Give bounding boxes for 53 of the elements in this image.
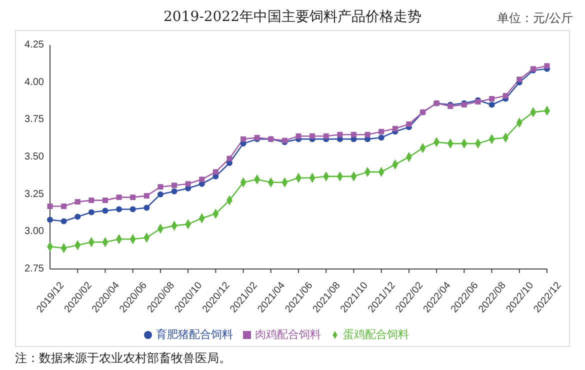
point: [392, 126, 398, 132]
point: [240, 136, 246, 142]
point: [378, 134, 384, 141]
point: [116, 206, 122, 212]
point: [212, 169, 218, 175]
point: [102, 198, 108, 204]
point: [172, 182, 177, 188]
point: [88, 198, 94, 204]
point: [74, 214, 81, 220]
point: [144, 193, 150, 199]
point: [158, 184, 164, 190]
point: [144, 204, 150, 211]
text: 注：数据来源于农业农村部畜牧兽医局。: [15, 350, 231, 367]
point: [337, 132, 343, 138]
y-tick-label: 3.00: [24, 226, 44, 238]
y-tick-label: 3.50: [24, 152, 44, 162]
point: [185, 181, 191, 187]
point: [61, 204, 67, 210]
point: [102, 208, 108, 214]
point: [116, 194, 122, 200]
point: [406, 121, 412, 127]
legend-label: 肉鸡配合饲料: [255, 329, 321, 341]
point: [296, 133, 302, 139]
point: [502, 93, 508, 99]
point: [544, 63, 550, 69]
point: [199, 176, 205, 182]
point: [74, 199, 80, 205]
legend-label: 育肥猪配合饲料: [156, 329, 233, 341]
y-tick-label: 2.75: [24, 264, 44, 274]
point: [350, 132, 356, 138]
point: [47, 216, 53, 223]
point: [489, 96, 495, 102]
point: [378, 128, 384, 134]
y-tick-label: 3.25: [24, 188, 44, 200]
point: [157, 191, 164, 198]
point: [488, 102, 495, 108]
point: [171, 188, 178, 194]
point: [88, 209, 94, 216]
point: [130, 206, 136, 212]
point: [60, 218, 67, 224]
chart-subtitle: 单位：元/公斤: [496, 10, 573, 27]
y-tick-label: 4.25: [24, 40, 44, 50]
point: [364, 132, 370, 138]
point: [226, 156, 232, 162]
point: [130, 194, 136, 200]
y-tick-label: 4.00: [24, 76, 44, 88]
chart-title: 2019-2022年中国主要饲料产品价格走势: [164, 9, 422, 25]
point: [310, 133, 316, 139]
legend-label: 蛋鸡配合饲料: [343, 329, 409, 341]
point: [516, 76, 522, 82]
point: [47, 204, 53, 210]
point: [323, 133, 329, 139]
y-tick-label: 3.75: [24, 114, 44, 126]
